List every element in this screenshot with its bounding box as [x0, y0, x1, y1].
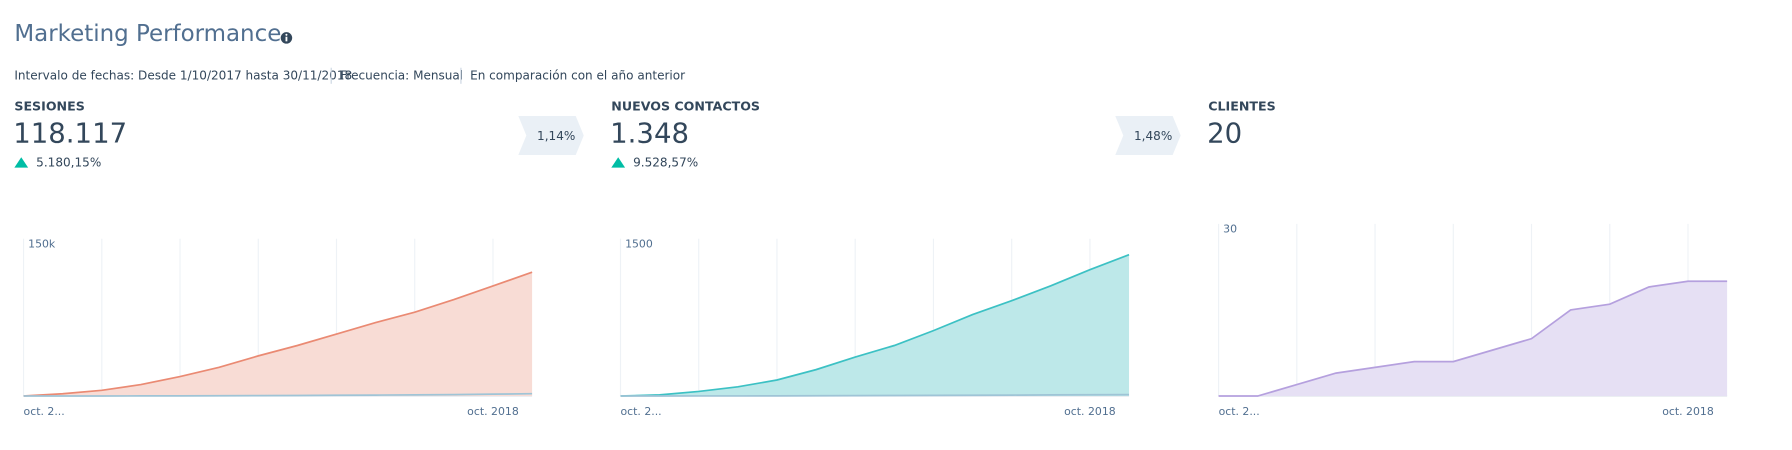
title: Marketing Performance [14, 21, 281, 47]
up-arrow [611, 157, 626, 168]
y-tick-label: 1500 [625, 238, 653, 251]
kpi-change: 5.180,15% [36, 156, 101, 170]
y-tick-label: 30 [1223, 223, 1237, 236]
up-arrow [14, 157, 29, 168]
line [23, 271, 533, 397]
kpi-value: 1.348 [610, 117, 689, 149]
kpi-value: 20 [1207, 117, 1242, 149]
x-tick-label: oct. 2... [24, 405, 65, 418]
line [620, 393, 1130, 397]
filter: Frecuencia: Mensual [340, 68, 463, 82]
x-tick-label: oct. 2018 [1662, 405, 1714, 418]
kpi-value: 118.117 [13, 117, 127, 149]
x-tick-label: oct. 2018 [467, 405, 519, 418]
x-tick-label: oct. 2018 [1064, 405, 1116, 418]
filter: En comparación con el año anterior [470, 68, 685, 82]
line [620, 253, 1130, 397]
line [1218, 280, 1728, 397]
kpi-label: NUEVOS CONTACTOS [611, 98, 760, 113]
comparison: 1,14% [537, 129, 575, 143]
comparison-chevron [518, 115, 584, 155]
kpi-label: SESIONES [14, 98, 84, 113]
x-tick-label: oct. 2... [1219, 405, 1260, 418]
comparison-chevron [1115, 115, 1181, 155]
kpi-label: CLIENTES [1208, 98, 1275, 113]
y-tick-label: 150k [28, 238, 56, 251]
area [23, 272, 533, 397]
filter: Intervalo de fechas: Desde 1/10/2017 has… [14, 68, 352, 82]
area [620, 254, 1130, 397]
kpi-change: 9.528,57% [633, 156, 698, 170]
x-tick-label: oct. 2... [620, 405, 661, 418]
line [23, 392, 533, 397]
area [1218, 281, 1728, 397]
info-icon [280, 32, 293, 44]
comparison: 1,48% [1134, 129, 1172, 143]
